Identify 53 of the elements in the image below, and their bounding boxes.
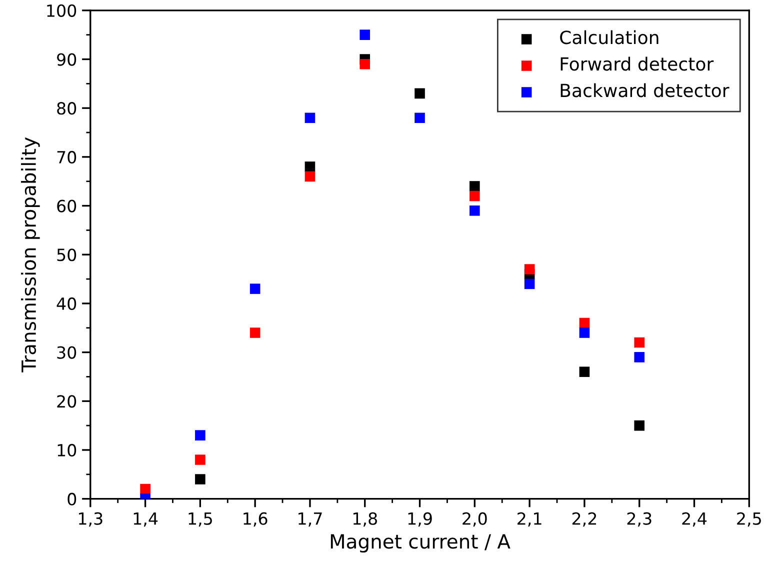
x-tick-label: 2,2: [572, 512, 596, 527]
point: [579, 328, 590, 338]
x-tick-label: 2,4: [682, 512, 707, 527]
point: [140, 484, 150, 494]
y-tick-label: 50: [57, 248, 76, 262]
x-tick-label: 2,1: [518, 512, 542, 527]
y-tick-label: 70: [57, 150, 76, 164]
point: [470, 206, 480, 216]
y-tick-label: 90: [57, 53, 76, 66]
x-axis-title: Magnet current / A: [330, 534, 510, 553]
x-tick-label: 1,4: [134, 512, 158, 527]
y-tick-label: 80: [57, 102, 76, 115]
y-tick-label: 40: [56, 297, 76, 310]
y-tick-label: 30: [57, 346, 76, 359]
y-tick-label: 10: [58, 444, 76, 457]
x-tick-label: 2,0: [462, 512, 487, 527]
point: [195, 454, 206, 465]
point: [250, 328, 260, 338]
point: [360, 58, 370, 70]
x-tick-label: 2,3: [627, 512, 652, 527]
point: [579, 366, 590, 377]
legend-label: Forward detector: [560, 56, 714, 71]
y-axis-title: Transmission propability: [21, 137, 40, 372]
point: [579, 318, 590, 328]
point: [250, 284, 260, 294]
point: [304, 162, 316, 172]
point: [524, 264, 535, 274]
point: [195, 430, 206, 440]
point: [524, 278, 535, 290]
x-tick-label: 1,5: [188, 512, 212, 527]
point: [634, 352, 645, 362]
legend-label: Calculation: [560, 30, 658, 44]
y-tick-label: 20: [57, 395, 76, 408]
point: [470, 190, 480, 202]
x-tick-label: 1,7: [298, 512, 322, 527]
x-tick-label: 1,9: [408, 512, 432, 527]
point: [414, 88, 425, 99]
point: [634, 337, 645, 348]
x-tick-label: 1,8: [353, 512, 377, 527]
point: [195, 474, 206, 484]
y-tick-label: 60: [57, 200, 76, 212]
point: [304, 171, 316, 182]
point: [634, 420, 645, 431]
x-tick-label: 1,6: [244, 512, 268, 527]
point: [470, 181, 480, 192]
y-tick-label: 100: [47, 4, 76, 17]
y-tick-label: 0: [68, 492, 76, 506]
point: [360, 30, 370, 40]
point: [414, 112, 425, 124]
legend-label: Backward detector: [560, 83, 730, 98]
x-tick-label: 1,3: [78, 512, 102, 527]
x-tick-label: 2,5: [737, 512, 761, 527]
point: [304, 112, 316, 124]
